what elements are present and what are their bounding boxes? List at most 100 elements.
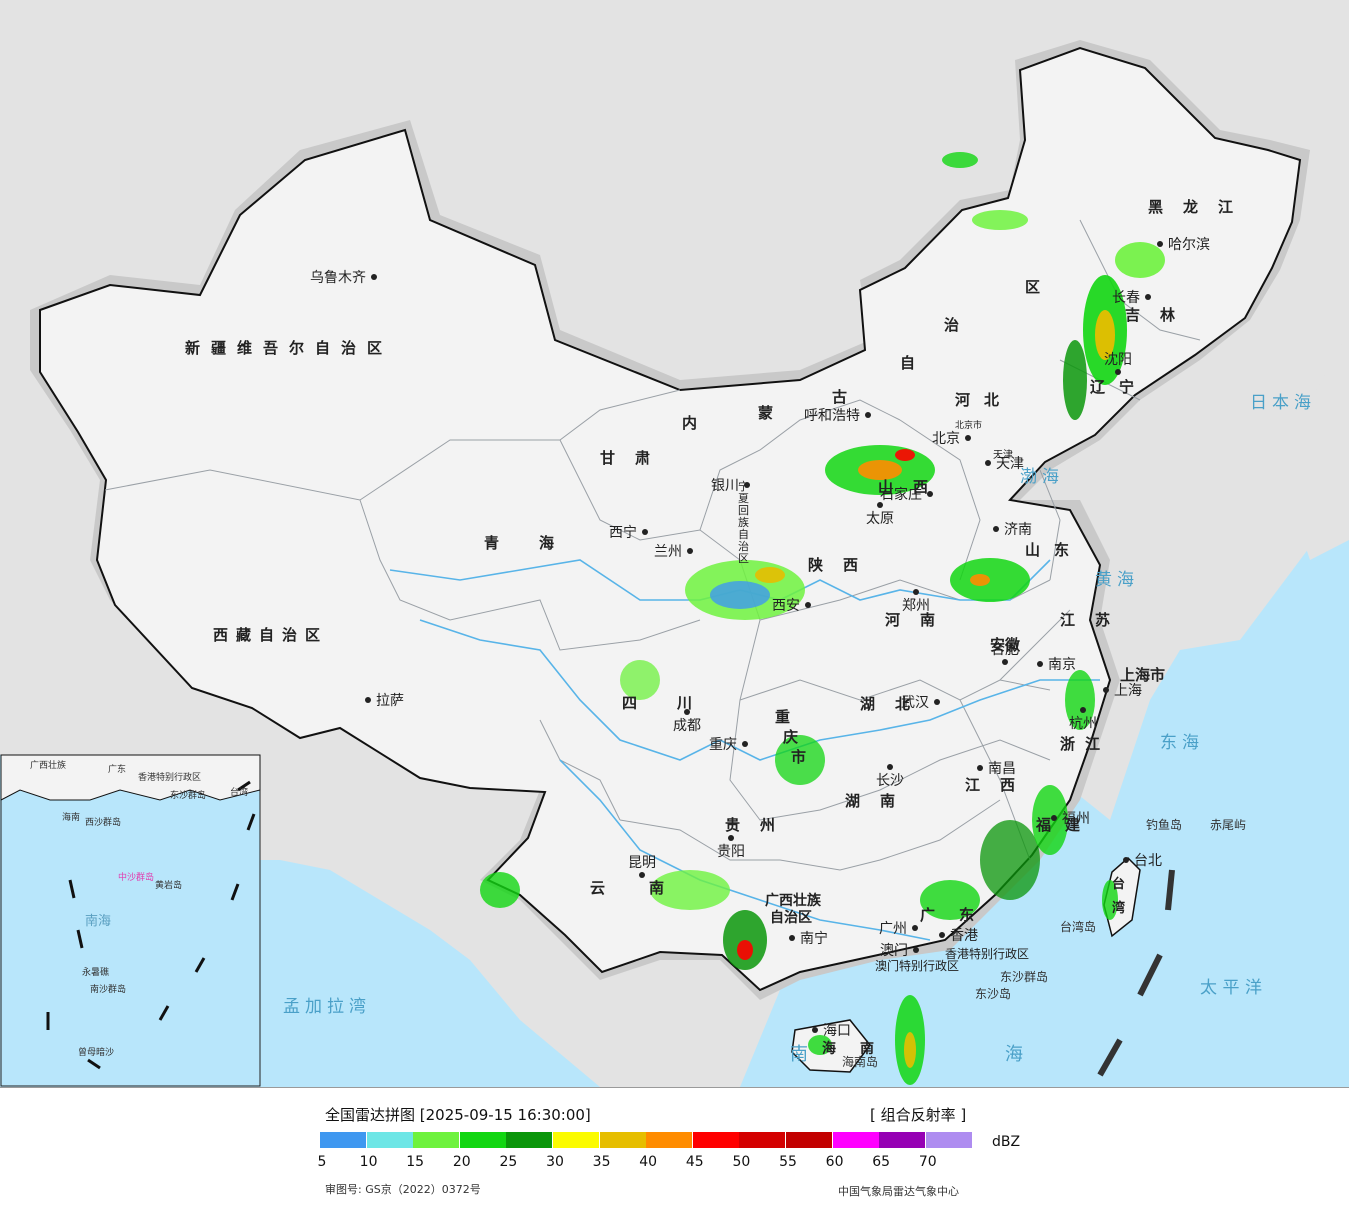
province-label: 天津: [993, 449, 1013, 461]
province-label: 新: [185, 339, 200, 357]
scale-tick-label: 20: [452, 1154, 471, 1170]
province-label: 河: [885, 611, 900, 629]
scale-swatch: [785, 1132, 832, 1148]
scale-tick-label: 40: [639, 1154, 658, 1170]
south-china-sea-inset: [0, 754, 261, 1087]
inset-label: 东沙群岛: [170, 789, 206, 801]
province-label: 蒙: [758, 404, 773, 422]
city-marker: [934, 699, 940, 705]
province-label: 龙: [1182, 198, 1198, 216]
province-label: 南: [649, 879, 664, 897]
city-marker: [865, 412, 871, 418]
scale-tick-label: 35: [592, 1154, 611, 1170]
city-marker: [877, 502, 883, 508]
scale-swatch: [925, 1132, 972, 1148]
sea-label: 海: [1294, 393, 1311, 413]
sea-label: 东: [1160, 733, 1177, 753]
province-label: 西: [843, 556, 858, 574]
province-label: 疆: [211, 339, 226, 357]
inset-label: 南沙群岛: [90, 983, 126, 995]
city-marker: [1037, 661, 1043, 667]
province-label: 市: [791, 748, 806, 766]
city-label: 长春: [1112, 290, 1140, 306]
province-label: 山: [1025, 541, 1040, 559]
sea-label: 拉: [327, 997, 344, 1017]
city-label: 福州: [1062, 811, 1090, 827]
unit-label: dBZ: [992, 1134, 1021, 1150]
scale-tick-label: 60: [825, 1154, 844, 1170]
city-label: 广州: [879, 921, 907, 937]
island-label: 海南岛: [842, 1054, 878, 1069]
province-label: 自: [315, 339, 330, 357]
inset-label: 香港特别行政区: [138, 771, 201, 783]
province-label: 福: [1035, 816, 1051, 834]
city-label: 拉萨: [376, 693, 404, 709]
province-label: 广西壮族: [765, 892, 822, 909]
city-label: 南宁: [800, 930, 828, 947]
city-label: 济南: [1004, 522, 1032, 538]
province-label: 湖: [860, 695, 875, 713]
province-label: 吉: [1125, 306, 1140, 324]
province-label: 江: [1060, 611, 1075, 629]
province-label: 江: [965, 776, 980, 794]
province-label: 自治区: [770, 909, 812, 926]
scale-swatch: [552, 1132, 599, 1148]
province-label: 区: [305, 626, 320, 644]
city-label: 武汉: [901, 695, 929, 711]
province-label: 河: [955, 391, 970, 409]
city-marker: [1080, 707, 1086, 713]
inset-label: 黄岩岛: [155, 879, 182, 891]
province-label: 南: [860, 1040, 874, 1057]
scale-tick-label: 15: [406, 1154, 425, 1170]
sea-label: 加: [305, 997, 322, 1017]
city-label: 长沙: [876, 773, 904, 789]
province-label: 徽: [1004, 636, 1021, 654]
city-label: 银川: [711, 478, 739, 494]
scale-swatch: [739, 1132, 786, 1148]
city-marker: [805, 602, 811, 608]
scale-swatch: [879, 1132, 926, 1148]
city-label: 呼和浩特: [804, 408, 860, 424]
inset-dashed-line: [46, 780, 256, 1070]
province-label: 青: [484, 534, 499, 552]
city-label: 杭州: [1069, 716, 1097, 732]
province-label: 澳门特别行政区: [875, 958, 959, 973]
province-label: 云: [590, 879, 605, 897]
inset-label: 南海: [85, 913, 111, 929]
japan-korea-land: [1150, 330, 1349, 560]
scale-swatch: [366, 1132, 413, 1148]
province-label: 台: [1112, 876, 1125, 892]
province-label: 建: [1065, 816, 1081, 834]
province-label: 南: [880, 792, 895, 810]
city-label: 兰州: [654, 544, 682, 560]
sea-label: 海: [1005, 1044, 1023, 1065]
city-marker: [985, 460, 991, 466]
radar-echoes: [480, 152, 1165, 1085]
sea-label: 渤: [1020, 467, 1037, 487]
scale-swatch: [320, 1132, 366, 1148]
color-scale: [320, 1132, 972, 1148]
city-marker: [371, 274, 377, 280]
province-label: 广: [920, 906, 935, 924]
province-label: 治: [738, 539, 749, 553]
province-label: 宁: [1119, 378, 1134, 396]
city-label: 合肥: [991, 642, 1019, 658]
inset-label: 广东: [108, 763, 126, 775]
province-label: 苏: [1095, 611, 1110, 629]
city-label: 郑州: [902, 598, 930, 614]
province-label: 西: [1000, 776, 1015, 794]
city-label: 北京: [932, 431, 960, 447]
scale-tick-label: 30: [546, 1154, 564, 1170]
province-label: 海: [822, 1040, 836, 1057]
city-marker: [1051, 815, 1057, 821]
city-label: 重庆: [709, 737, 737, 753]
island-label: 东沙岛: [975, 986, 1011, 1001]
city-label: 成都: [673, 718, 701, 734]
sea-label: 海: [1042, 467, 1059, 487]
radar-map[interactable]: 新疆维吾尔自治区西藏自治区青 海甘 肃内蒙古自治区黑龙江吉 林辽 宁河 北山 西山 东河 南陕西…: [0, 0, 1349, 1087]
scale-swatch: [413, 1132, 460, 1148]
city-marker: [742, 741, 748, 747]
scale-swatch: [692, 1132, 739, 1148]
province-label: 浙: [1060, 735, 1075, 753]
inset-land: [0, 754, 261, 801]
